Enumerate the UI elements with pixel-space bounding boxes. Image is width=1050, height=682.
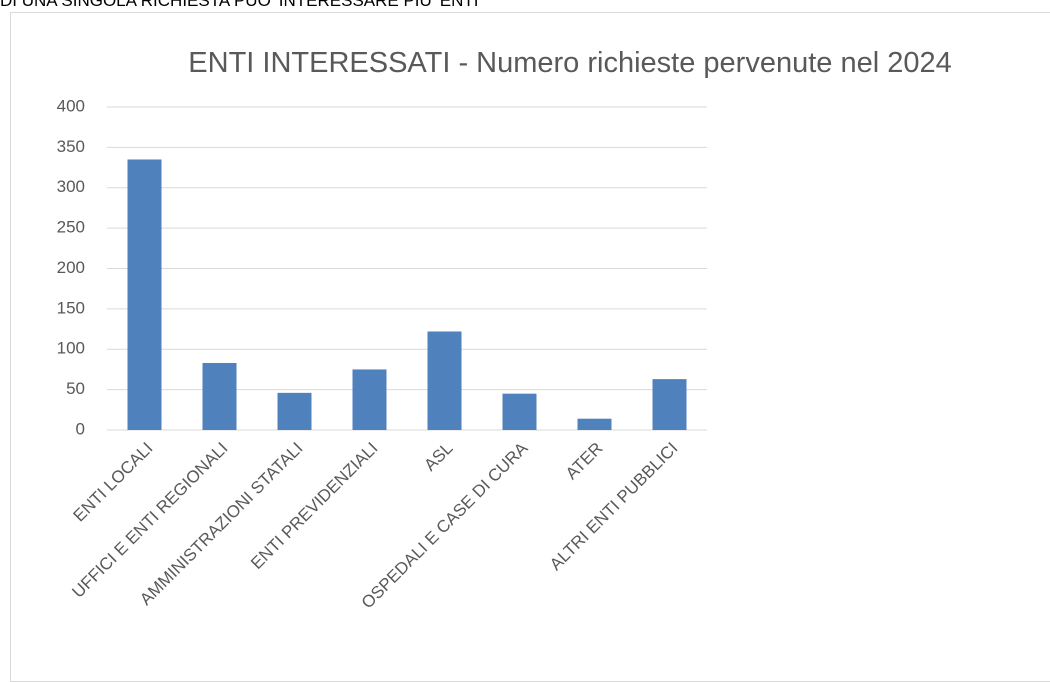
bar [277,392,312,430]
x-tick-label: ATER [562,439,607,484]
bar [502,393,537,430]
bar [202,362,237,430]
y-tick-label: 350 [57,137,85,156]
x-tick-label: AMMINISTRAZIONI STATALI [136,439,306,609]
x-tick-label: ALTRI ENTI PUBBLICI [546,439,681,574]
y-tick-label: 300 [57,177,85,196]
bar [352,369,387,430]
x-tick-label: OSPEDALI E CASE DI CURA [358,438,532,612]
bar [577,418,612,430]
y-tick-label: 200 [57,258,85,277]
note: DI UNA SINGOLA RICHIESTA PUO' INTERESSAR… [0,0,479,10]
y-tick-label: 150 [57,298,85,317]
bar [127,159,162,431]
chart-title: ENTI INTERESSATI - Numero richieste perv… [188,47,952,79]
y-tick-label: 0 [76,419,85,438]
y-tick-label: 250 [57,218,85,237]
y-tick-label: 400 [57,96,85,115]
x-tick-label: ENTI PREVIDENZIALI [247,439,381,573]
bar [652,379,687,430]
bar [427,331,462,430]
x-tick-label: ASL [420,439,456,475]
y-tick-label: 100 [57,339,85,358]
x-tick-label: UFFICI E ENTI REGIONALI [68,439,231,602]
y-tick-label: 50 [66,379,85,398]
